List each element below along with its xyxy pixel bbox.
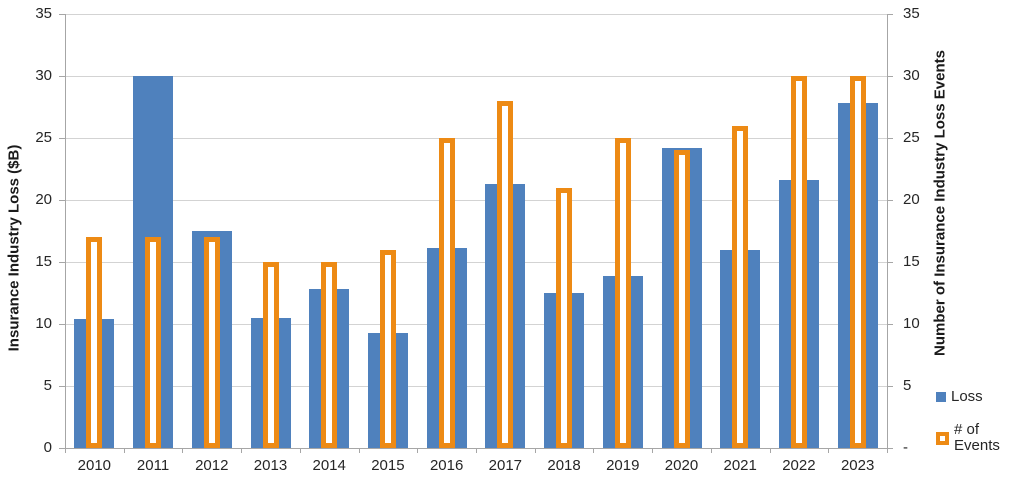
y-tick-label-left: 25 bbox=[35, 129, 52, 146]
gridline bbox=[65, 324, 887, 325]
x-axis-tick bbox=[476, 448, 477, 453]
x-tick-label-2019: 2019 bbox=[606, 457, 640, 474]
right-axis-tick bbox=[887, 76, 893, 77]
right-axis-tick bbox=[887, 200, 893, 201]
legend-item-loss: Loss bbox=[936, 389, 1024, 405]
x-axis-tick bbox=[593, 448, 595, 453]
y-tick-label-left: 0 bbox=[43, 439, 52, 456]
y-tick-label-right: 5 bbox=[903, 377, 912, 394]
legend-label-events: # of Events bbox=[954, 421, 1000, 454]
x-axis-tick bbox=[417, 448, 419, 453]
left-axis-tick bbox=[59, 76, 65, 77]
x-tick-label-2012: 2012 bbox=[195, 457, 229, 474]
events-bar-2023 bbox=[849, 76, 866, 448]
x-axis-tick bbox=[123, 448, 125, 453]
y-tick-label-right: 15 bbox=[903, 253, 920, 270]
events-bar-2022 bbox=[790, 76, 807, 448]
x-tick-label-2020: 2020 bbox=[664, 457, 699, 474]
events-bar-2016 bbox=[438, 138, 455, 448]
gridline bbox=[65, 14, 887, 15]
right-axis-tick bbox=[887, 262, 893, 263]
x-axis-tick bbox=[652, 448, 654, 453]
right-axis-tick bbox=[887, 14, 893, 15]
x-tick-label-2013: 2013 bbox=[253, 457, 288, 474]
x-axis-tick bbox=[534, 448, 536, 453]
legend-item-events: # of Events bbox=[936, 422, 1024, 454]
x-tick-label-2017: 2017 bbox=[488, 457, 523, 474]
legend: Loss # of Events bbox=[936, 389, 1024, 454]
left-axis-tick bbox=[59, 324, 65, 325]
x-axis-tick bbox=[182, 448, 184, 453]
x-axis-tick bbox=[358, 448, 360, 453]
x-tick-label-2018: 2018 bbox=[547, 457, 581, 474]
y-tick-label-right: 25 bbox=[903, 129, 920, 146]
right-axis-tick bbox=[887, 386, 893, 387]
y-tick-label-right: 30 bbox=[903, 67, 920, 84]
y-tick-label-left: 15 bbox=[35, 253, 52, 270]
right-axis-tick bbox=[887, 324, 893, 325]
events-bar-2017 bbox=[497, 100, 514, 448]
x-tick-label-2021: 2021 bbox=[723, 457, 757, 474]
y-tick-label-left: 30 bbox=[35, 67, 52, 84]
events-bar-2019 bbox=[614, 138, 631, 448]
events-bar-2020 bbox=[673, 150, 690, 448]
x-tick-label-2022: 2022 bbox=[782, 457, 816, 474]
y-tick-label-right: 35 bbox=[903, 5, 920, 22]
x-axis-tick bbox=[65, 448, 66, 453]
x-tick-label-2010: 2010 bbox=[77, 457, 112, 474]
legend-label-loss: Loss bbox=[951, 388, 983, 405]
events-bar-2021 bbox=[732, 125, 749, 448]
x-axis-tick bbox=[241, 448, 243, 453]
x-axis-tick bbox=[769, 448, 771, 453]
events-bar-2010 bbox=[86, 237, 103, 448]
gridline bbox=[65, 138, 887, 139]
y-tick-label-right: 10 bbox=[903, 315, 920, 332]
left-axis-tick bbox=[59, 200, 65, 201]
loss-swatch-icon bbox=[936, 392, 946, 402]
y-tick-label-left: 35 bbox=[35, 5, 52, 22]
events-bar-2018 bbox=[556, 187, 573, 448]
x-tick-label-2014: 2014 bbox=[312, 457, 346, 474]
events-bar-2012 bbox=[203, 237, 220, 448]
left-axis-line bbox=[65, 14, 66, 448]
y-tick-label-left: 10 bbox=[35, 315, 52, 332]
x-tick-label-2011: 2011 bbox=[136, 457, 170, 474]
y-tick-label-right: 20 bbox=[903, 191, 920, 208]
events-bar-2011 bbox=[145, 237, 162, 448]
x-axis-tick bbox=[887, 448, 888, 453]
x-tick-label-2023: 2023 bbox=[840, 457, 875, 474]
x-tick-label-2016: 2016 bbox=[429, 457, 464, 474]
y-tick-label-left: 5 bbox=[43, 377, 52, 394]
gridline bbox=[65, 262, 887, 263]
left-axis-tick bbox=[59, 448, 65, 449]
x-tick-label-2015: 2015 bbox=[371, 457, 405, 474]
x-axis-tick bbox=[710, 448, 712, 453]
x-axis-tick bbox=[299, 448, 301, 453]
left-axis-tick bbox=[59, 138, 65, 139]
y-tick-label-right: - bbox=[903, 439, 908, 456]
events-bar-2013 bbox=[262, 262, 279, 448]
events-swatch-icon bbox=[936, 431, 949, 445]
right-axis-tick bbox=[887, 448, 893, 449]
y-tick-label-left: 20 bbox=[35, 191, 52, 208]
events-bar-2015 bbox=[379, 249, 396, 448]
x-axis-tick bbox=[828, 448, 830, 453]
right-axis-line bbox=[887, 14, 888, 448]
gridline bbox=[65, 76, 887, 77]
left-axis-tick bbox=[59, 262, 65, 263]
left-axis-tick bbox=[59, 386, 65, 387]
left-axis-tick bbox=[59, 14, 65, 15]
gridline bbox=[65, 200, 887, 201]
right-axis-tick bbox=[887, 138, 893, 139]
gridline bbox=[65, 386, 887, 387]
events-bar-2014 bbox=[321, 262, 338, 448]
